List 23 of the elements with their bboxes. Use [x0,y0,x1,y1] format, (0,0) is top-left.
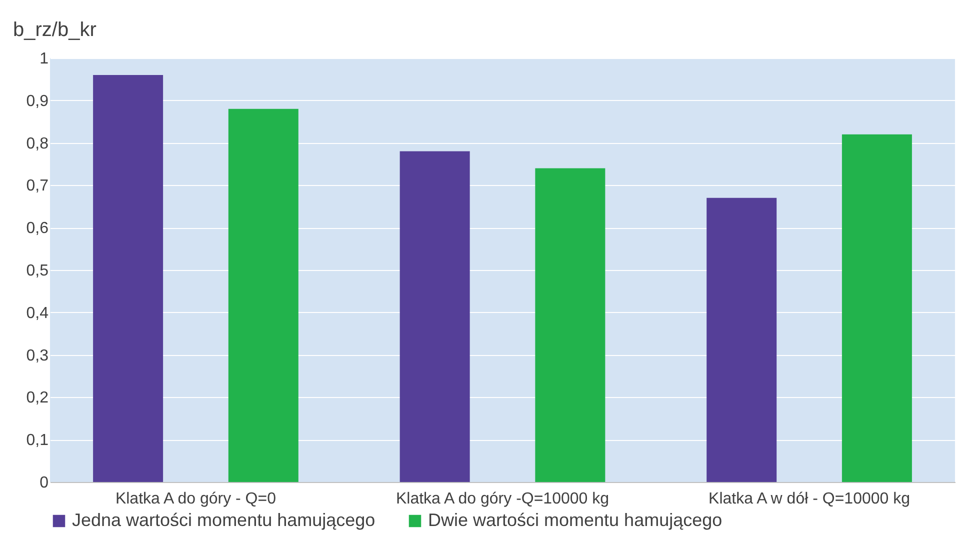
legend-label: Jedna wartości momentu hamującego [72,510,376,530]
bar [706,198,777,482]
x-tick-label: Klatka A do góry -Q=10000 kg [396,490,610,508]
y-tick-label: 0,4 [26,304,49,322]
y-tick-label: 0,7 [26,178,49,195]
y-tick-label: 0,8 [26,135,49,152]
bar [842,134,912,482]
y-axis-title: b_rz/b_kr [13,19,97,41]
x-tick-label: Klatka A do góry - Q=0 [115,490,276,508]
bar [400,151,470,482]
y-tick-label: 0,3 [26,347,49,364]
y-tick-label: 0,2 [26,390,49,407]
bar [228,108,298,482]
x-tick-label: Klatka A w dół - Q=10000 kg [708,490,910,508]
y-tick-label: 0,9 [26,92,49,110]
y-tick-label: 0,6 [26,220,49,238]
y-tick-label: 0 [40,474,49,492]
bar [93,74,164,482]
legend-label: Dwie wartości momentu hamującego [428,510,722,530]
bar [535,168,606,482]
y-tick-label: 0,5 [26,262,49,280]
y-tick-label: 1 [40,50,49,68]
y-tick-label: 0,1 [26,432,49,450]
